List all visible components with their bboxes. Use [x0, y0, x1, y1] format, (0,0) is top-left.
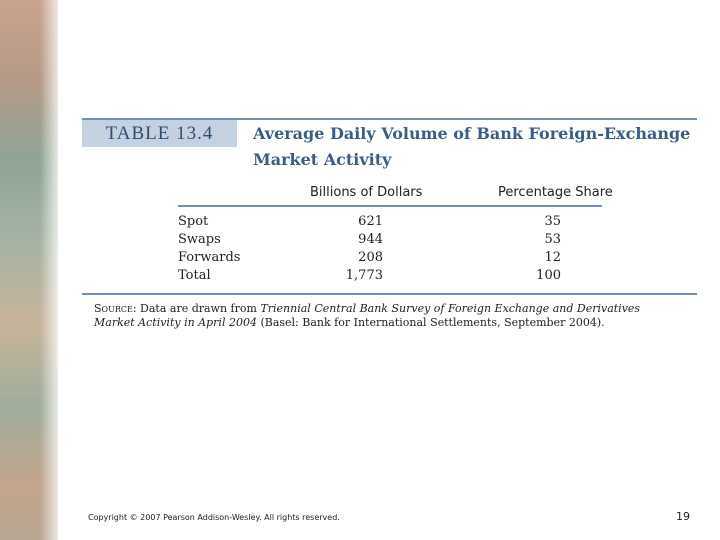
row-label: Swaps	[178, 232, 221, 247]
cell-value: 35	[544, 214, 561, 229]
cell-value: 1,773	[345, 268, 383, 283]
label-box	[82, 120, 237, 147]
header-rule	[178, 205, 602, 207]
strip-fade	[40, 0, 64, 540]
source-tail: (Basel: Bank for International Settlemen…	[256, 316, 605, 329]
copyright: Copyright © 2007 Pearson Addison-Wesley.…	[88, 513, 340, 522]
row-label: Total	[178, 268, 211, 283]
cell-value: 621	[358, 214, 383, 229]
row-label: Spot	[178, 214, 209, 229]
cell-value: 100	[536, 268, 561, 283]
cell-value: 208	[358, 250, 383, 265]
cell-value: 944	[358, 232, 383, 247]
table-label: TABLE 13.4	[105, 123, 214, 144]
source-italic: Triennial Central Bank Survey of Foreign…	[94, 302, 641, 329]
title-bar	[82, 118, 697, 147]
source-text: Data are drawn from	[136, 302, 261, 315]
cell-value: 12	[544, 250, 561, 265]
row-label: Forwards	[178, 250, 241, 265]
source-lead: Source:	[94, 302, 137, 315]
table-title: Average Daily Volume of Bank Foreign-Exc…	[253, 124, 691, 169]
bottom-rule	[82, 293, 697, 295]
page-number: 19	[676, 510, 690, 523]
column-header: Billions of Dollars	[310, 185, 423, 200]
column-header: Percentage Share	[498, 185, 613, 200]
cell-value: 53	[544, 232, 561, 247]
source-note: Source: Data are drawn from Triennial Ce…	[94, 302, 664, 330]
